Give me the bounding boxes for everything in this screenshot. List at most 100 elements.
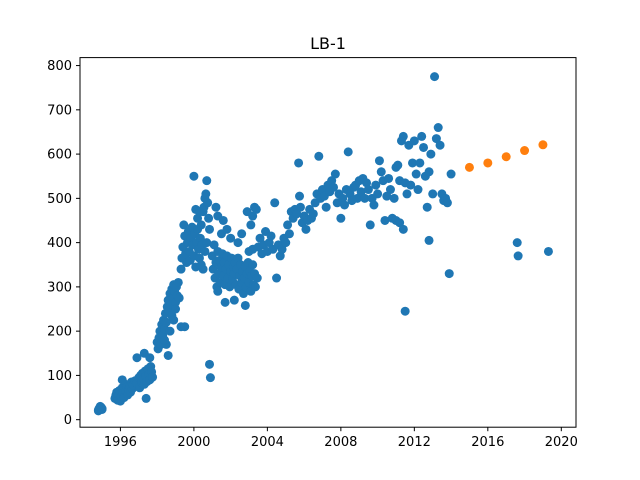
data-point-series-1 <box>431 134 441 144</box>
data-point-series-1 <box>363 185 373 195</box>
data-point-series-1 <box>435 140 445 150</box>
x-tick-label: 2004 <box>251 435 284 450</box>
data-point-series-1 <box>246 220 256 230</box>
data-point-series-1 <box>352 193 362 203</box>
data-point-series-1 <box>281 238 291 248</box>
x-tick-label: 2012 <box>398 435 431 450</box>
y-tick-label: 400 <box>47 236 72 251</box>
x-tick-label: 2000 <box>177 435 210 450</box>
data-point-series-1 <box>400 306 410 316</box>
data-point-series-1 <box>382 191 392 201</box>
data-point-series-1 <box>380 215 390 225</box>
data-point-series-1 <box>203 198 213 208</box>
data-point-series-1 <box>229 295 239 305</box>
data-point-series-1 <box>398 224 408 234</box>
data-point-series-1 <box>340 200 350 210</box>
data-point-series-1 <box>408 158 417 168</box>
y-tick-label: 200 <box>47 325 72 340</box>
data-point-series-1 <box>406 180 416 190</box>
data-point-series-2 <box>483 158 493 168</box>
data-point-series-1 <box>97 404 107 414</box>
data-point-series-1 <box>160 335 169 345</box>
data-point-series-1 <box>161 317 171 327</box>
data-point-series-1 <box>369 200 379 210</box>
data-point-series-1 <box>248 211 258 221</box>
data-point-series-1 <box>222 224 232 234</box>
data-point-series-2 <box>520 146 530 156</box>
y-tick-label: 100 <box>47 369 72 384</box>
data-point-series-1 <box>409 136 419 146</box>
data-point-series-1 <box>330 169 340 179</box>
data-point-series-1 <box>389 193 399 203</box>
data-point-series-1 <box>411 169 421 179</box>
data-point-series-1 <box>163 350 173 360</box>
data-point-series-1 <box>384 173 394 183</box>
data-point-series-1 <box>266 231 276 241</box>
data-point-series-2 <box>464 162 474 172</box>
data-point-series-1 <box>248 260 258 270</box>
data-point-series-1 <box>365 220 375 230</box>
y-tick-label: 700 <box>47 103 72 118</box>
data-point-series-1 <box>209 240 219 250</box>
data-point-series-1 <box>196 220 206 230</box>
data-point-series-1 <box>321 202 331 212</box>
data-point-series-1 <box>393 160 403 170</box>
data-point-series-1 <box>294 158 304 168</box>
x-tick-label: 1996 <box>104 435 137 450</box>
data-point-series-1 <box>211 202 221 212</box>
y-tick-label: 500 <box>47 192 72 207</box>
data-point-series-1 <box>251 204 261 214</box>
data-point-series-1 <box>402 189 412 199</box>
data-point-series-1 <box>204 213 214 223</box>
data-point-series-1 <box>194 207 204 217</box>
data-point-series-1 <box>117 375 127 385</box>
data-point-series-1 <box>417 131 427 141</box>
data-point-series-1 <box>171 304 181 314</box>
data-point-series-1 <box>444 269 454 279</box>
data-point-series-1 <box>385 185 395 195</box>
data-point-series-1 <box>226 233 236 243</box>
data-point-series-1 <box>301 224 311 234</box>
chart-title: LB-1 <box>310 34 346 53</box>
data-point-series-1 <box>202 238 212 248</box>
data-point-series-1 <box>371 180 381 190</box>
data-point-series-1 <box>145 353 155 363</box>
x-tick-label: 2020 <box>545 435 578 450</box>
data-point-series-1 <box>179 220 189 230</box>
data-point-series-1 <box>173 277 183 287</box>
data-point-series-1 <box>543 246 553 256</box>
data-point-series-1 <box>141 393 151 403</box>
data-point-series-1 <box>250 282 260 292</box>
data-point-series-1 <box>376 167 386 177</box>
data-point-series-1 <box>360 193 370 203</box>
data-point-series-1 <box>176 264 186 274</box>
y-tick-label: 800 <box>47 59 72 74</box>
data-point-series-1 <box>205 224 215 234</box>
data-point-series-1 <box>277 244 287 254</box>
data-point-series-1 <box>446 169 456 179</box>
data-point-series-1 <box>189 171 199 181</box>
data-point-series-1 <box>295 202 305 212</box>
data-point-series-1 <box>220 297 230 307</box>
data-point-series-1 <box>336 213 346 223</box>
points-layer <box>93 72 553 416</box>
data-point-series-1 <box>174 293 184 303</box>
data-point-series-1 <box>198 264 208 274</box>
data-point-series-1 <box>398 131 408 141</box>
data-point-series-1 <box>218 215 228 225</box>
data-point-series-1 <box>233 238 243 248</box>
data-point-series-1 <box>395 218 405 228</box>
data-point-series-1 <box>424 235 434 245</box>
data-point-series-1 <box>292 209 302 219</box>
data-point-series-1 <box>343 147 353 157</box>
data-point-series-1 <box>252 273 262 283</box>
data-point-series-1 <box>270 198 280 208</box>
data-point-series-1 <box>422 202 432 212</box>
data-point-series-1 <box>283 220 293 230</box>
data-point-series-1 <box>295 191 305 201</box>
data-point-series-1 <box>200 246 210 256</box>
data-point-series-1 <box>202 176 212 186</box>
data-point-series-1 <box>430 72 440 82</box>
x-tick-label: 2016 <box>471 435 504 450</box>
data-point-series-1 <box>419 142 429 152</box>
